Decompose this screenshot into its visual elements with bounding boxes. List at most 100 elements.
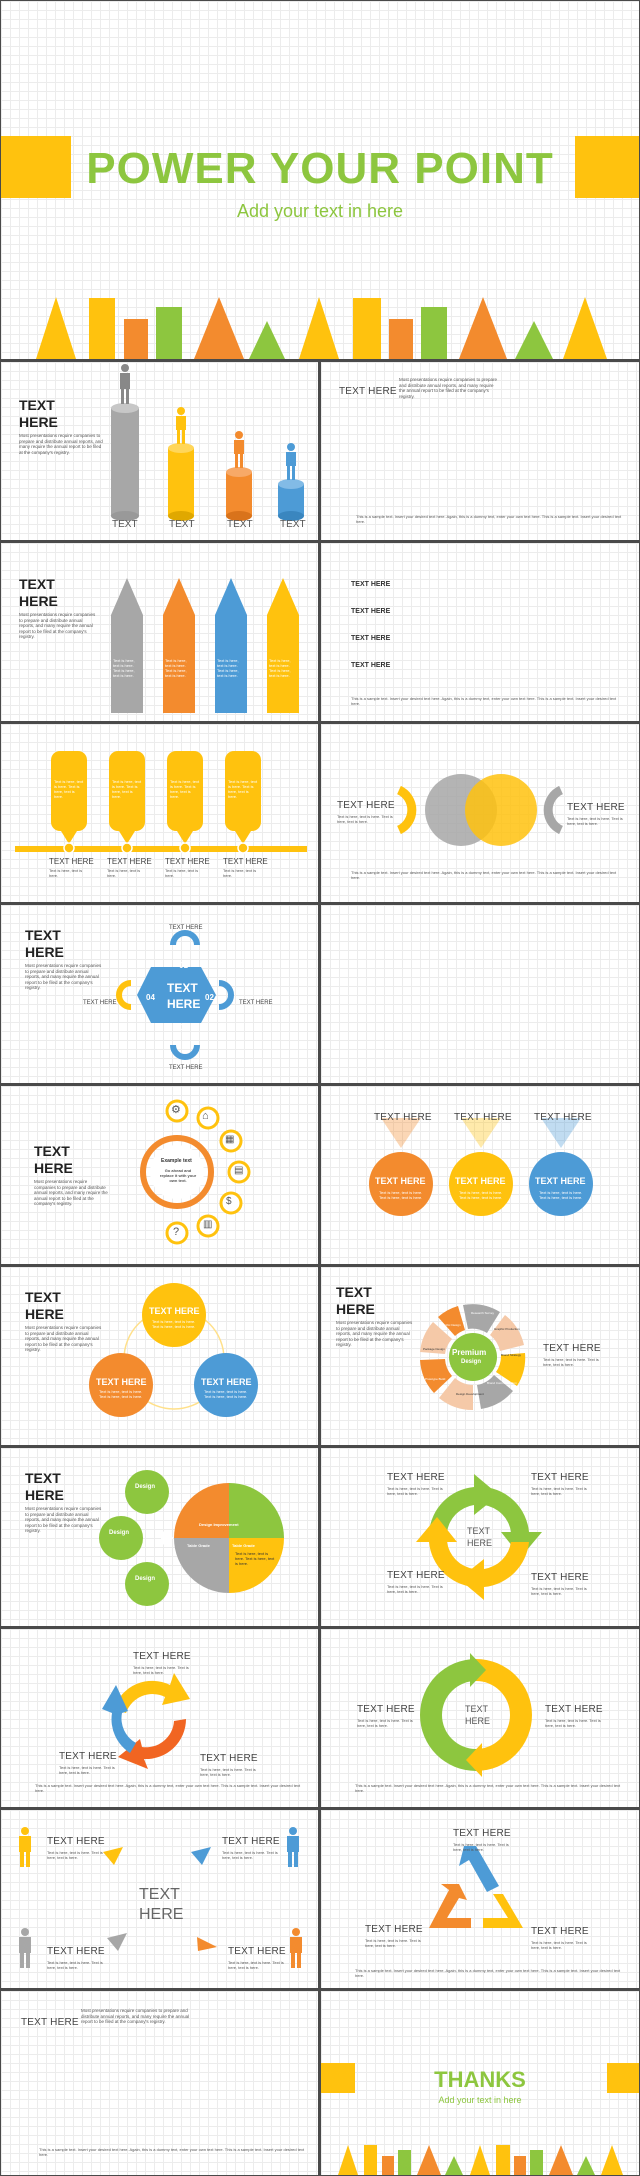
cross-diagram [116, 930, 234, 1060]
recycle-text-left: Text is here, text is here. Text is here… [365, 1938, 421, 1948]
thanks-left-accent [321, 2063, 355, 2093]
capsule-note-2: Text is here, text is here. [107, 868, 141, 878]
premium-ring-diagram [420, 1304, 526, 1411]
slide-heading-line2: HERE [336, 1301, 375, 1317]
people-center-line1: TEXT [139, 1886, 180, 1903]
icon-ring-diagram [140, 1099, 251, 1245]
thanks-title: THANKS [434, 2067, 526, 2092]
slide-heading-line2: HERE [25, 1306, 64, 1322]
recycle-text-top: Text is here, text is here. Text is here… [453, 1842, 509, 1852]
cover-slide: POWER YOUR POINT Add your text in here [1, 1, 639, 359]
slide-list: TEXT HERE TEXT HERE TEXT HERE TEXT HERE … [321, 543, 639, 721]
circle-right-text: Text is here, text is here. Text is here… [204, 1389, 248, 1399]
thanks-slide: THANKS Add your text in here [321, 1991, 639, 2175]
capsule-note-4: Text is here, text is here. [223, 868, 257, 878]
slide-heading-line2: HERE [25, 1487, 64, 1503]
capsule-text-1: Text is here, text is here. Text is here… [54, 779, 84, 799]
triple-heading-left: TEXT HERE [59, 1751, 117, 1762]
capsule-note-3: Text is here, text is here. [165, 868, 199, 878]
recycle-heading-left: TEXT HERE [365, 1924, 423, 1935]
venn-chart [396, 774, 564, 846]
premium-segment-7: Package Design [423, 1347, 445, 1351]
cycle-center-line1: TEXT [467, 1526, 491, 1536]
thanks-subtitle: Add your text in here [438, 2095, 522, 2105]
recycle-heading-top: TEXT HERE [453, 1828, 511, 1839]
slide-sample-text: This is a sample text. Insert your desir… [39, 2147, 305, 2157]
capsule-caption-3: TEXT HERE [165, 857, 210, 866]
pie-quad-text: Text is here, text is here. Text is here… [235, 1551, 275, 1566]
slide-people: TEXT HERE TEXT HERE Text is here, text i… [1, 1810, 318, 1988]
premium-segment-4: Brand Communication [487, 1381, 517, 1385]
slide-cross: TEXT HERE Most presentations require com… [1, 905, 318, 1083]
slide-body-text: Most presentations require companies to … [336, 1320, 413, 1347]
slide-heading-line1: TEXT [336, 1284, 372, 1300]
slide-body-text: Most presentations require companies to … [25, 1506, 102, 1533]
slide-sample-text: This is a sample text. Insert your desir… [351, 696, 617, 706]
slide-text-only: TEXT HERE Most presentations require com… [321, 362, 639, 540]
pencil-text-2: Text is here, text is here. Text is here… [165, 658, 187, 678]
drop-circle-title-2: TEXT HERE [455, 1176, 506, 1186]
cylinder-label-4: TEXT [280, 519, 306, 530]
recycle-text-right: Text is here, text is here. Text is here… [531, 1940, 587, 1950]
arrow-cycle-diagram [416, 1474, 542, 1600]
premium-segment-3: Brand Strategy [501, 1353, 522, 1357]
cycle-heading-tr: TEXT HERE [531, 1472, 589, 1483]
triple-heading-top: TEXT HERE [133, 1651, 191, 1662]
cylinder-label-2: TEXT [169, 519, 195, 530]
slide-heading-line1: TEXT [25, 1289, 61, 1305]
premium-side-heading: TEXT HERE [543, 1343, 601, 1354]
design-pie-chart [99, 1470, 284, 1606]
triple-text-top: Text is here, text is here. Text is here… [133, 1665, 189, 1675]
cylinder-label-1: TEXT [112, 519, 138, 530]
document-icon: ▤ [234, 1165, 244, 1176]
cross-num-1: 01 [179, 961, 188, 970]
pencil-chart [111, 578, 299, 713]
cross-center-line1: TEXT [167, 981, 198, 995]
slide-design-pie: TEXT HERE Most presentations require com… [1, 1448, 318, 1626]
venn-right-heading: TEXT HERE [567, 802, 625, 813]
cycle-text-br: Text is here, text is here. Text is here… [531, 1586, 587, 1596]
slide-heading-line2: HERE [19, 414, 58, 430]
circle-left-title: TEXT HERE [96, 1377, 147, 1387]
triple-text-right: Text is here, text is here. Text is here… [200, 1767, 256, 1777]
premium-center-line1: Premium [452, 1348, 487, 1357]
slide-sample-text: This is a sample text. Insert your desir… [355, 1968, 621, 1978]
pie-quad-label-1: Table Grade [187, 1543, 210, 1548]
capsule-text-4: Text is here, text is here. Text is here… [228, 779, 258, 799]
donut-text-right: Text is here, text is here. Text is here… [545, 1718, 601, 1728]
venn-left-text: Text is here, text is here. Text is here… [337, 814, 393, 824]
thanks-right-accent [607, 2063, 639, 2093]
slide-sample-text: This is a sample text. Insert your desir… [351, 870, 617, 880]
capsule-text-2: Text is here, text is here. Text is here… [112, 779, 142, 799]
cylinder-chart [111, 364, 304, 521]
recycle-heading-right: TEXT HERE [531, 1926, 589, 1937]
home-icon: ⌂ [202, 1110, 209, 1122]
slide-pencils: TEXT HERE Most presentations require com… [1, 543, 318, 721]
capsule-caption-1: TEXT HERE [49, 857, 94, 866]
drop-circle-title-3: TEXT HERE [535, 1176, 586, 1186]
money-icon: $ [226, 1196, 232, 1207]
donut-center-line2: HERE [465, 1716, 491, 1726]
cycle-text-bl: Text is here, text is here. Text is here… [387, 1584, 443, 1594]
cycle-center-line2: HERE [467, 1538, 493, 1548]
slide-heading: TEXT HERE [339, 386, 397, 397]
slide-body-text: Most presentations require companies to … [34, 1179, 108, 1206]
drop-circle-text-2: Text is here, text is here. Text is here… [459, 1190, 503, 1200]
premium-segment-8: Graphic Design [440, 1323, 461, 1327]
slide-heading-line1: TEXT [19, 397, 55, 413]
people-text-tl: Text is here, text is here. Text is here… [47, 1850, 103, 1860]
cross-num-3: 03 [179, 1023, 188, 1032]
cross-label-right: TEXT HERE [239, 1000, 273, 1006]
slide-cylinders: TEXT HERE Most presentations require com… [1, 362, 318, 540]
slide-body-text: Most presentations require companies to … [399, 377, 498, 399]
slide-heading-line2: HERE [19, 593, 58, 609]
donut-center-line1: TEXT [465, 1704, 489, 1714]
capsule-chart [15, 751, 307, 854]
pencil-text-1: Text is here, text is here. Text is here… [113, 658, 135, 678]
design-bubble-2: Design [109, 1530, 130, 1536]
triple-text-left: Text is here, text is here. Text is here… [59, 1765, 115, 1775]
drop-heading-1: TEXT HERE [374, 1112, 432, 1123]
drop-circle-text-1: Text is here, text is here. Text is here… [379, 1190, 423, 1200]
slide-icon-ring: TEXT HERE Most presentations require com… [1, 1086, 318, 1264]
ring-center-title: Example text [161, 1158, 192, 1164]
